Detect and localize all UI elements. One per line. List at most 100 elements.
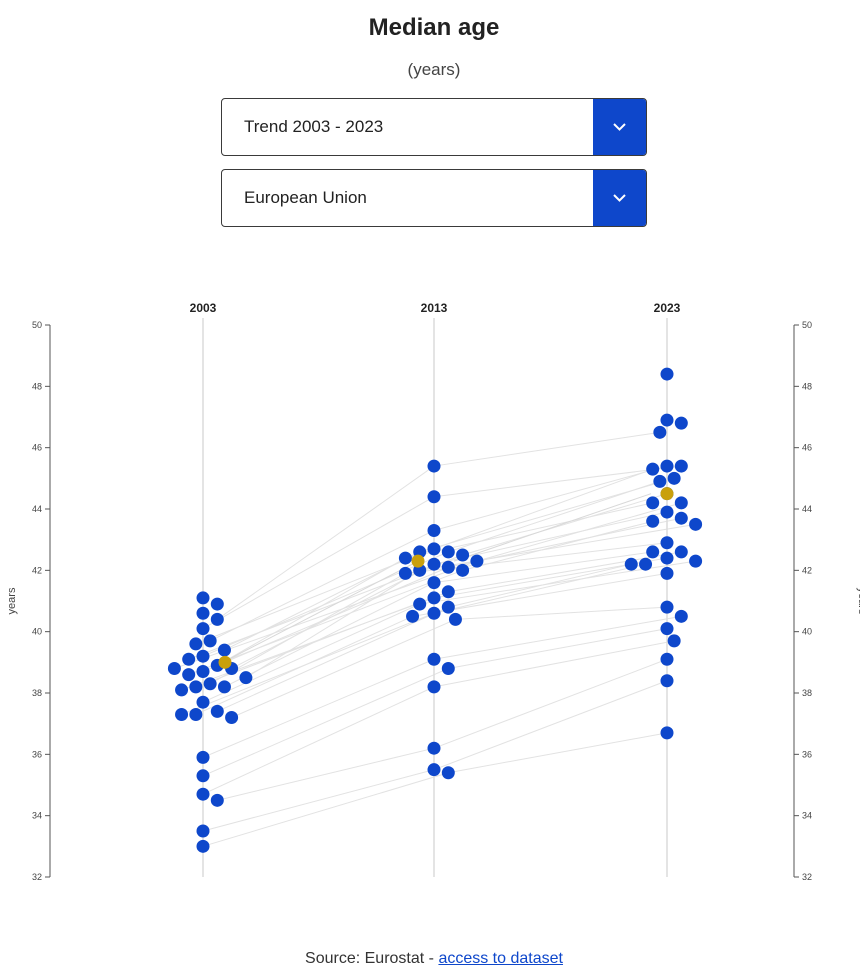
- chart-title: Median age: [368, 14, 500, 41]
- data-point-2013: [427, 606, 441, 620]
- data-point-2003: [210, 612, 224, 626]
- country-link: [202, 772, 449, 847]
- country-link: [209, 572, 406, 685]
- data-point-2003: [225, 711, 239, 725]
- y-axis-title-right: years: [856, 588, 860, 615]
- country-link: [231, 618, 456, 718]
- data-point-2023: [646, 545, 660, 559]
- country-link: [202, 566, 449, 672]
- chevron-down-icon: [613, 123, 626, 131]
- data-point-2023: [624, 557, 638, 571]
- data-point-2013: [413, 597, 427, 611]
- data-point-2003: [196, 824, 210, 838]
- region-select[interactable]: European Union: [221, 169, 647, 227]
- data-point-2013: [427, 763, 441, 777]
- country-link: [224, 551, 420, 651]
- highlight-point-2013: [411, 554, 425, 568]
- data-point-2023: [660, 600, 674, 614]
- y-tick-label-left: 50: [32, 320, 42, 330]
- region-select-value: European Union: [244, 188, 367, 207]
- country-link: [476, 502, 682, 562]
- data-point-2013: [427, 542, 441, 556]
- period-select[interactable]: Trend 2003 - 2023: [221, 98, 647, 156]
- data-point-2013: [427, 557, 441, 571]
- data-point-2003: [239, 671, 253, 685]
- data-point-2003: [196, 622, 210, 636]
- region-select-toggle[interactable]: [593, 170, 646, 226]
- data-point-2003: [196, 750, 210, 764]
- y-tick-label-right: 44: [802, 504, 812, 514]
- country-link: [433, 615, 682, 660]
- country-link: [188, 569, 463, 676]
- data-point-2003: [175, 707, 189, 721]
- data-point-2013: [441, 545, 455, 559]
- period-select-toggle[interactable]: [593, 99, 646, 155]
- y-tick-label-right: 40: [802, 627, 812, 637]
- country-link: [217, 606, 449, 712]
- country-link: [202, 668, 449, 777]
- country-link: [448, 628, 668, 669]
- data-point-2003: [196, 649, 210, 663]
- data-point-2013: [456, 548, 470, 562]
- data-point-2023: [660, 652, 674, 666]
- y-tick-label-right: 36: [802, 749, 812, 759]
- data-point-2013: [427, 576, 441, 590]
- data-point-2023: [660, 505, 674, 519]
- country-link: [448, 732, 668, 774]
- country-link: [433, 465, 682, 498]
- axes: 32 32 34 34 36 36 38 38 40 40 42 42 44 44 46 46 48 48 50 50…: [6, 301, 860, 882]
- data-point-2023: [689, 517, 703, 531]
- country-link: [245, 569, 420, 679]
- data-point-2003: [196, 606, 210, 620]
- data-point-2003: [189, 680, 203, 694]
- chevron-down-icon: [613, 194, 626, 202]
- data-point-2013: [406, 609, 420, 623]
- data-point-2023: [660, 726, 674, 740]
- country-link: [217, 557, 406, 666]
- data-point-2003: [167, 661, 181, 675]
- data-point-2023: [667, 634, 681, 648]
- data-point-2003: [196, 839, 210, 853]
- data-point-2013: [427, 523, 441, 537]
- data-point-2023: [674, 545, 688, 559]
- data-point-2023: [660, 413, 674, 427]
- country-link: [455, 606, 668, 620]
- country-link: [433, 511, 668, 565]
- country-link: [231, 563, 435, 669]
- data-point-2013: [427, 652, 441, 666]
- column-label-2023: 2023: [654, 301, 681, 315]
- data-point-2023: [660, 566, 674, 580]
- y-tick-label-left: 42: [32, 565, 42, 575]
- data-point-2003: [182, 652, 196, 666]
- country-link: [448, 517, 682, 568]
- country-link: [217, 747, 435, 801]
- y-tick-label-right: 48: [802, 381, 812, 391]
- country-link: [195, 591, 449, 688]
- data-point-2003: [217, 680, 231, 694]
- data-point-2013: [427, 490, 441, 504]
- data-point-2003: [196, 591, 210, 605]
- data-point-2003: [189, 707, 203, 721]
- data-point-2023: [639, 557, 653, 571]
- data-point-2023: [674, 496, 688, 510]
- data-point-2023: [674, 459, 688, 473]
- y-tick-label-right: 32: [802, 872, 812, 882]
- country-link: [181, 612, 435, 715]
- country-link: [433, 680, 668, 771]
- country-link: [202, 658, 435, 758]
- y-tick-label-left: 46: [32, 443, 42, 453]
- data-point-2013: [441, 766, 455, 780]
- data-point-2013: [448, 612, 462, 626]
- dataset-link[interactable]: access to dataset: [438, 950, 563, 967]
- data-point-2013: [427, 591, 441, 605]
- data-point-2023: [660, 367, 674, 381]
- data-point-2013: [441, 600, 455, 614]
- y-tick-label-left: 32: [32, 872, 42, 882]
- country-link: [433, 431, 660, 467]
- highlight-point-2023: [660, 487, 674, 501]
- column-label-2003: 2003: [190, 301, 217, 315]
- data-point-2003: [203, 634, 217, 648]
- data-point-2013: [427, 459, 441, 473]
- y-tick-label-left: 34: [32, 811, 42, 821]
- data-point-2013: [427, 741, 441, 755]
